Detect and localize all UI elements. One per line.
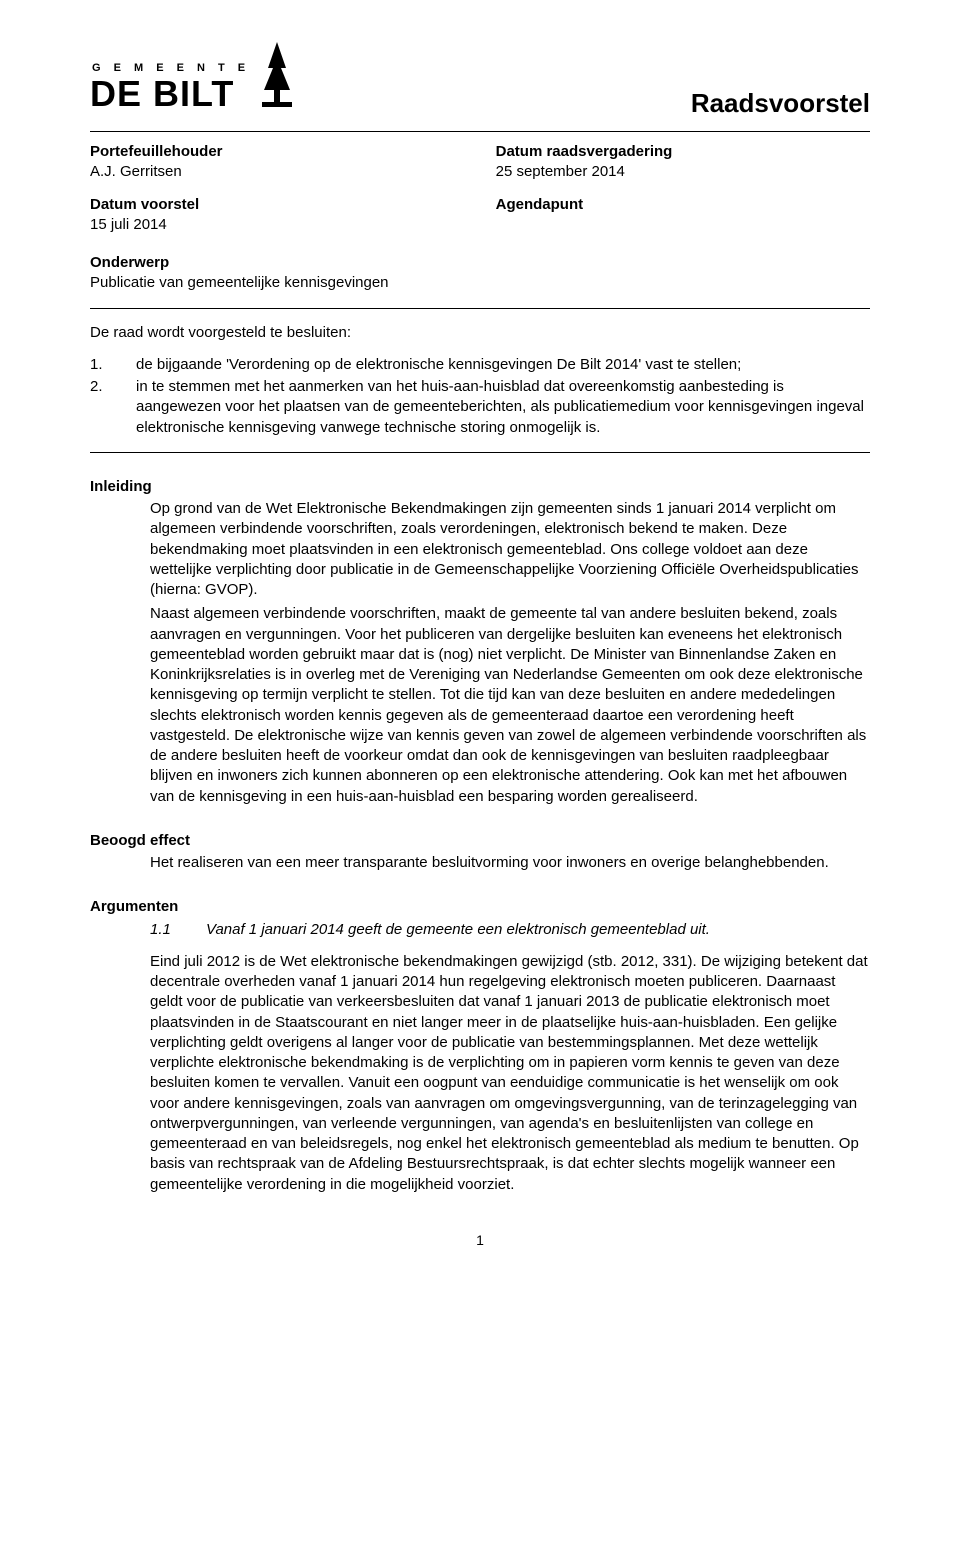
page-number: 1 <box>90 1231 870 1250</box>
onderwerp-value: Publicatie van gemeentelijke kennisgevin… <box>90 273 870 293</box>
tree-icon <box>256 40 298 112</box>
logo-text: G E M E E N T E DE BILT <box>90 63 250 112</box>
proposal-intro: De raad wordt voorgesteld te besluiten: <box>90 323 870 343</box>
onderwerp-label: Onderwerp <box>90 253 870 273</box>
item-text: in te stemmen met het aanmerken van het … <box>136 377 870 438</box>
argument-title: Vanaf 1 januari 2014 geeft de gemeente e… <box>206 920 710 940</box>
document-title: Raadsvoorstel <box>691 86 870 121</box>
item-text: de bijgaande 'Verordening op de elektron… <box>136 355 870 375</box>
divider <box>90 308 870 309</box>
item-number: 2. <box>90 377 136 438</box>
divider <box>90 131 870 132</box>
portefeuillehouder-label: Portefeuillehouder <box>90 142 464 162</box>
datum-raadsvergadering-label: Datum raadsvergadering <box>496 142 870 162</box>
portefeuillehouder-value: A.J. Gerritsen <box>90 162 464 182</box>
argument-para: Eind juli 2012 is de Wet elektronische b… <box>150 952 870 1195</box>
beoogd-effect-para: Het realiseren van een meer transparante… <box>150 853 870 873</box>
datum-raadsvergadering-value: 25 september 2014 <box>496 162 870 182</box>
inleiding-para1: Op grond van de Wet Elektronische Bekend… <box>150 499 870 600</box>
logo-big-line: DE BILT <box>90 76 250 112</box>
beoogd-effect-label: Beoogd effect <box>90 831 870 851</box>
meta-col-left: Portefeuillehouder A.J. Gerritsen Datum … <box>90 142 464 247</box>
inleiding-para2: Naast algemeen verbindende voorschriften… <box>150 604 870 807</box>
datum-voorstel-value: 15 juli 2014 <box>90 215 464 235</box>
list-item: 2. in te stemmen met het aanmerken van h… <box>90 377 870 438</box>
argument-number: 1.1 <box>150 920 206 940</box>
header: G E M E E N T E DE BILT Raadsvoorstel <box>90 40 870 121</box>
argumenten-label: Argumenten <box>90 897 870 917</box>
item-number: 1. <box>90 355 136 375</box>
inleiding-label: Inleiding <box>90 477 870 497</box>
agendapunt-label: Agendapunt <box>496 195 870 215</box>
meta-grid: Portefeuillehouder A.J. Gerritsen Datum … <box>90 142 870 247</box>
meta-col-right: Datum raadsvergadering 25 september 2014… <box>496 142 870 247</box>
logo: G E M E E N T E DE BILT <box>90 40 298 112</box>
argument-header: 1.1 Vanaf 1 januari 2014 geeft de gemeen… <box>150 920 870 940</box>
list-item: 1. de bijgaande 'Verordening op de elekt… <box>90 355 870 375</box>
datum-voorstel-label: Datum voorstel <box>90 195 464 215</box>
divider <box>90 452 870 453</box>
onderwerp-block: Onderwerp Publicatie van gemeentelijke k… <box>90 253 870 294</box>
